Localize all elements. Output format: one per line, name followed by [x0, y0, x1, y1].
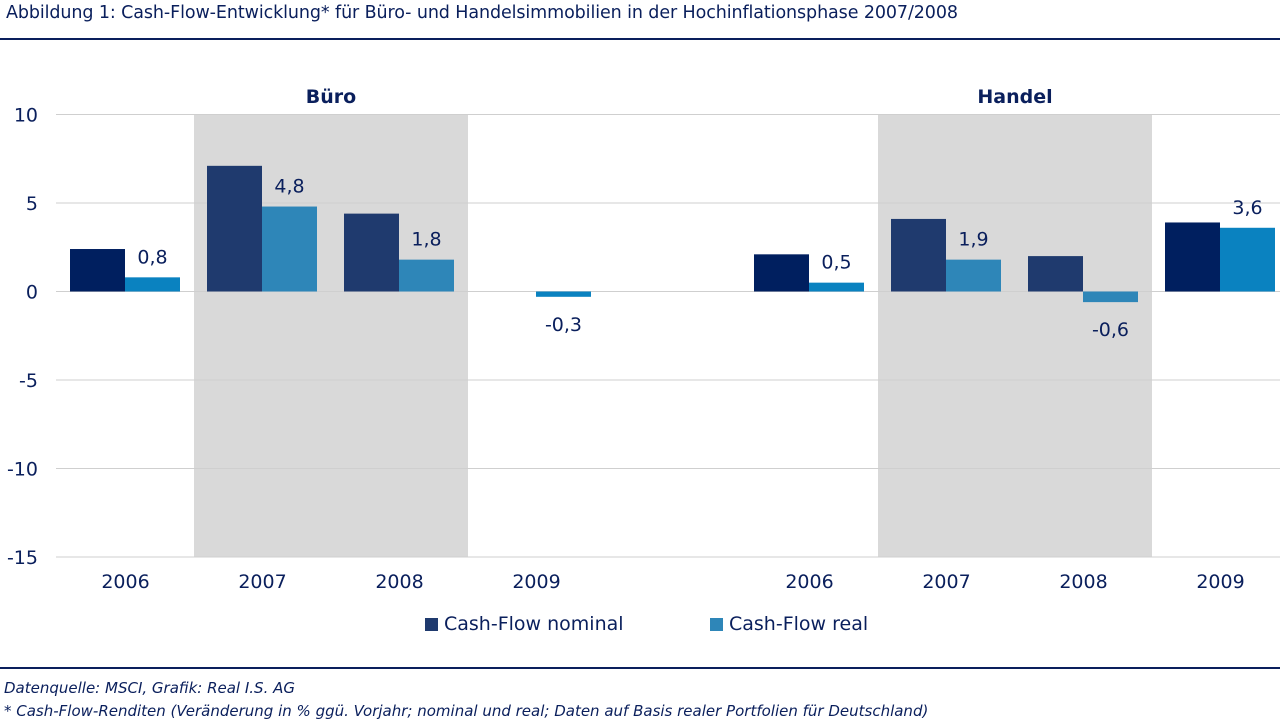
chart-legend: Cash-Flow nominal Cash-Flow real [0, 613, 1280, 641]
shaded-period-handel [878, 114, 1152, 557]
bar-real-büro-2008 [399, 259, 454, 292]
footnote: * Cash-Flow-Renditen (Veränderung in % g… [4, 702, 929, 720]
y-tick-label: -10 [7, 459, 38, 481]
x-tick-label: 2007 [238, 571, 286, 593]
legend-item-real: Cash-Flow real [710, 613, 868, 635]
x-tick-label: 2008 [375, 571, 423, 593]
y-tick-label: 0 [26, 282, 38, 304]
bar-nominal-handel-2008 [1028, 256, 1083, 292]
group-label-handel: Handel [977, 86, 1052, 108]
bar-nominal-büro-2007 [207, 165, 262, 292]
bar-real-handel-2006 [809, 282, 864, 292]
bar-real-büro-2009 [536, 291, 591, 297]
bar-nominal-handel-2009 [1165, 222, 1220, 292]
legend-label-real: Cash-Flow real [729, 613, 869, 635]
data-label-real-büro-2009: -0,3 [545, 314, 582, 336]
bar-nominal-handel-2007 [891, 218, 946, 292]
y-tick-label: 10 [14, 105, 38, 127]
x-tick-label: 2008 [1059, 571, 1107, 593]
bar-nominal-büro-2006 [70, 249, 125, 292]
top-divider [0, 38, 1280, 40]
data-label-real-handel-2009: 3,6 [1232, 197, 1262, 219]
data-source-note: Datenquelle: MSCI, Grafik: Real I.S. AG [4, 679, 295, 697]
x-tick-label: 2006 [785, 571, 833, 593]
bar-real-büro-2007 [262, 206, 317, 292]
x-tick-label: 2009 [512, 571, 560, 593]
legend-swatch-real [710, 617, 723, 631]
bar-real-handel-2007 [946, 259, 1001, 292]
bar-nominal-büro-2008 [344, 213, 399, 292]
data-label-real-büro-2008: 1,8 [411, 229, 441, 251]
legend-item-nominal: Cash-Flow nominal [425, 613, 624, 635]
bar-real-büro-2006 [125, 277, 180, 292]
legend-swatch-nominal [425, 617, 438, 631]
data-label-real-handel-2007: 1,9 [958, 229, 988, 251]
y-tick-label: 5 [26, 193, 38, 215]
bar-real-handel-2008 [1083, 291, 1138, 303]
data-label-real-büro-2006: 0,8 [137, 246, 167, 268]
bar-nominal-handel-2006 [754, 254, 809, 292]
bottom-divider [0, 667, 1280, 669]
bar-real-handel-2009 [1220, 227, 1275, 292]
data-label-real-handel-2008: -0,6 [1092, 319, 1129, 341]
x-tick-label: 2006 [101, 571, 149, 593]
chart-title: Abbildung 1: Cash-Flow-Entwicklung* für … [6, 3, 958, 23]
x-tick-label: 2009 [1196, 571, 1244, 593]
y-tick-label: -5 [19, 370, 38, 392]
data-label-real-büro-2007: 4,8 [274, 176, 304, 198]
group-label-büro: Büro [306, 86, 356, 108]
bar-chart: 10 5 0 -5 -10 -15 0,8 2006 4,8 2007 1,8 2008 -0,3 200… [7, 86, 1280, 593]
y-tick-label: -15 [7, 547, 38, 569]
data-label-real-handel-2006: 0,5 [821, 252, 851, 274]
legend-label-nominal: Cash-Flow nominal [444, 613, 624, 635]
x-tick-label: 2007 [922, 571, 970, 593]
